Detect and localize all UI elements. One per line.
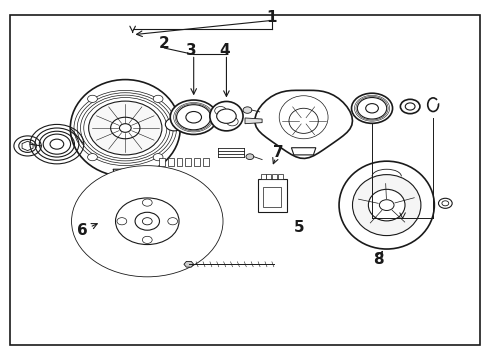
Circle shape <box>246 154 254 159</box>
Bar <box>194 158 200 166</box>
Polygon shape <box>22 141 33 150</box>
Ellipse shape <box>289 108 318 134</box>
Circle shape <box>379 200 394 211</box>
Circle shape <box>153 95 163 103</box>
Circle shape <box>243 107 252 113</box>
Text: 3: 3 <box>186 44 196 58</box>
Text: 6: 6 <box>77 224 88 238</box>
Circle shape <box>19 139 36 152</box>
Circle shape <box>88 154 98 161</box>
Circle shape <box>176 105 211 130</box>
Polygon shape <box>255 90 352 158</box>
Circle shape <box>405 103 415 110</box>
Bar <box>261 174 266 179</box>
Bar <box>185 158 191 166</box>
Circle shape <box>143 236 152 243</box>
Circle shape <box>357 98 387 119</box>
Circle shape <box>116 198 179 244</box>
Ellipse shape <box>71 80 180 176</box>
Circle shape <box>143 199 152 206</box>
Circle shape <box>366 104 378 113</box>
Bar <box>176 158 182 166</box>
Bar <box>272 174 277 179</box>
Circle shape <box>215 107 226 115</box>
Ellipse shape <box>352 175 421 235</box>
Ellipse shape <box>368 189 405 221</box>
Circle shape <box>43 134 71 154</box>
Circle shape <box>168 218 177 225</box>
Ellipse shape <box>339 161 434 249</box>
Bar <box>168 158 173 166</box>
Ellipse shape <box>210 102 243 131</box>
Circle shape <box>153 154 163 161</box>
Circle shape <box>351 93 392 123</box>
Polygon shape <box>113 169 138 176</box>
Circle shape <box>143 218 152 225</box>
Bar <box>159 158 165 166</box>
Circle shape <box>170 100 217 134</box>
Circle shape <box>14 136 41 156</box>
Bar <box>203 158 209 166</box>
Circle shape <box>442 201 449 206</box>
Circle shape <box>111 117 140 139</box>
Text: 4: 4 <box>219 44 230 58</box>
Circle shape <box>400 99 420 114</box>
Bar <box>263 187 281 207</box>
Circle shape <box>217 109 236 123</box>
Polygon shape <box>292 148 316 155</box>
Polygon shape <box>184 261 194 267</box>
Text: 1: 1 <box>267 10 277 25</box>
FancyBboxPatch shape <box>258 179 287 212</box>
Circle shape <box>439 198 452 208</box>
Bar <box>267 174 271 179</box>
Text: 8: 8 <box>373 252 384 267</box>
Text: 7: 7 <box>273 144 284 159</box>
Circle shape <box>88 95 98 103</box>
Polygon shape <box>245 118 262 124</box>
Bar <box>278 174 283 179</box>
Text: 5: 5 <box>294 220 304 235</box>
Text: 2: 2 <box>159 36 170 50</box>
Circle shape <box>72 166 223 277</box>
Circle shape <box>135 212 159 230</box>
Circle shape <box>117 218 127 225</box>
Circle shape <box>186 112 201 123</box>
Circle shape <box>89 101 162 155</box>
Circle shape <box>226 117 238 126</box>
Circle shape <box>120 124 131 132</box>
Circle shape <box>165 118 183 131</box>
Circle shape <box>50 139 64 149</box>
